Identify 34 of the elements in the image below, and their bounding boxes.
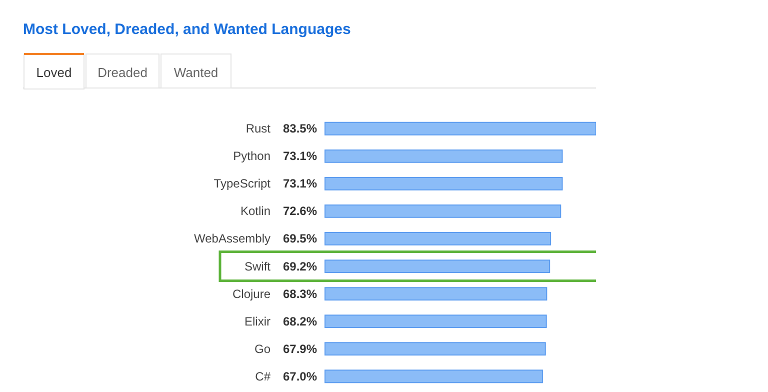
- y-tick-label: C#: [255, 369, 271, 384]
- data-label: 73.1%: [282, 176, 318, 191]
- data-label: 83.5%: [282, 122, 318, 136]
- data-label: 69.5%: [282, 232, 318, 246]
- y-tick-label: Go: [254, 342, 271, 356]
- y-tick-label: Python: [233, 149, 270, 164]
- y-tick-label: WebAssembly: [194, 232, 270, 246]
- bar: [324, 370, 543, 384]
- bar: [324, 204, 562, 218]
- bar: [324, 260, 550, 273]
- data-label: 73.1%: [282, 149, 318, 164]
- bar: [324, 287, 548, 300]
- y-tick-label: Elixir: [244, 314, 270, 328]
- text: Loved: [36, 65, 72, 80]
- y-tick-label: TypeScript: [214, 176, 272, 191]
- text: Wanted: [174, 65, 218, 80]
- bar: [324, 342, 546, 356]
- y-tick-label: Rust: [246, 122, 272, 136]
- data-label: 68.3%: [282, 286, 318, 301]
- bar: [324, 176, 563, 190]
- bar: [324, 314, 547, 328]
- y-tick-label: Swift: [244, 259, 272, 274]
- y-tick-label: Clojure: [232, 286, 271, 301]
- bar: [324, 122, 596, 136]
- data-label: 72.6%: [282, 204, 318, 218]
- data-label: 67.9%: [282, 342, 318, 356]
- data-label: 68.2%: [282, 314, 318, 328]
- data-label: 67.0%: [282, 369, 318, 384]
- text: Most Loved, Dreaded, and Wanted Languages: [23, 21, 351, 38]
- bar: [324, 232, 552, 246]
- data-label: 69.2%: [282, 259, 318, 274]
- text: Dreaded: [98, 65, 148, 80]
- bar: [324, 149, 563, 163]
- y-tick-label: Kotlin: [240, 204, 270, 218]
